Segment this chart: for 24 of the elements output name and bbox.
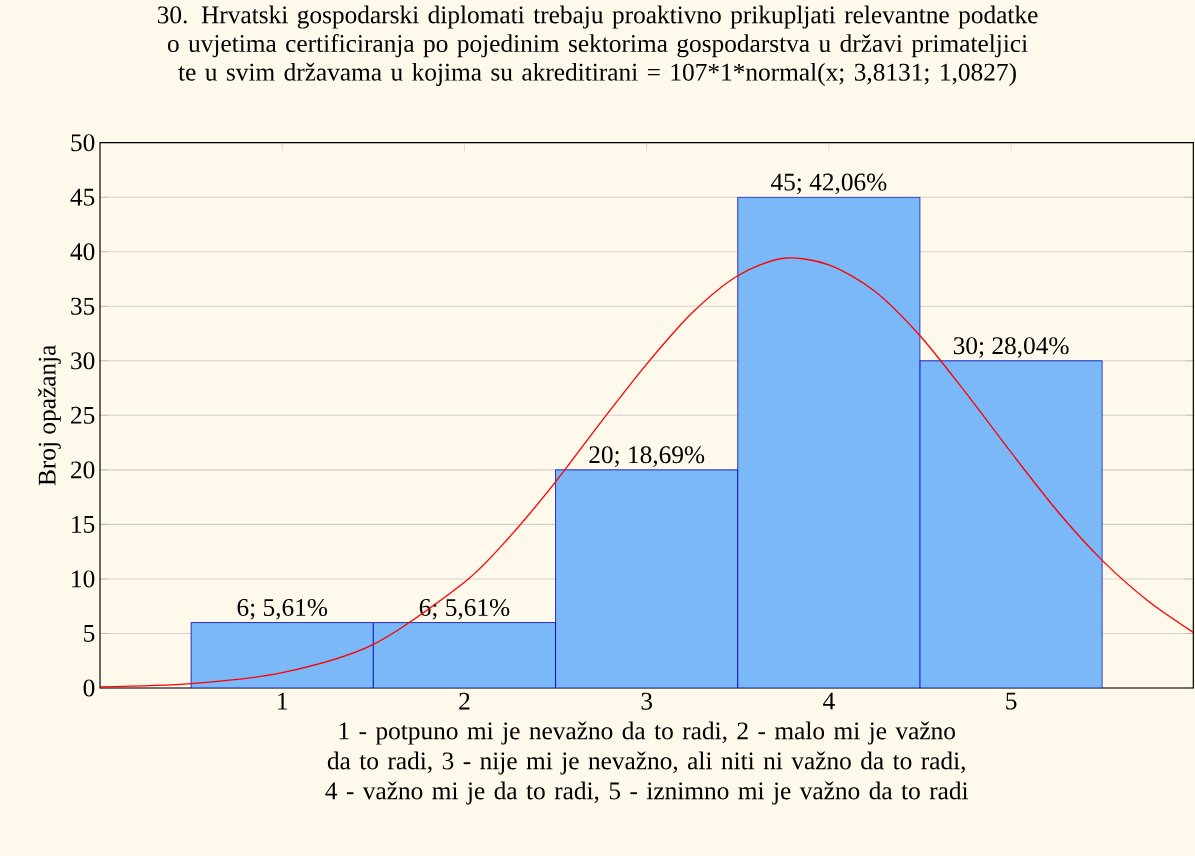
y-tick-label: 50	[71, 134, 95, 152]
data-label: 6; 5,61%	[237, 598, 328, 620]
x-axis-title: 1 - potpuno mi je nevažno da to radi, 2 - malo mi je važno da to radi, 3 - nije mi je nevažno, ali niti ni važno da to radi, 4 - važno mi je da to radi, 5 - iznimno mi je važno da to radi	[325, 721, 969, 805]
x-tick-label: 5	[1006, 692, 1017, 710]
y-tick-label: 10	[72, 570, 95, 588]
x-tick-label: 2	[459, 692, 470, 710]
x-tick-label: 1	[278, 692, 288, 710]
y-tick-label: 45	[70, 188, 95, 206]
y-tick-label: 40	[70, 243, 95, 261]
y-tick-label: 35	[71, 297, 95, 315]
chart-title: 30. Hrvatski gospodarski diplomati trebaju proaktivno prikupljati relevantne podatke o uvjetima certificiranja po pojedinim sektorima gospodarstva u državi primateljici te u svim državama u kojima su akreditirani = 107*1*normal(x; 3,8131; 1,0827)	[157, 5, 1038, 86]
data-label: 45; 42,06%	[770, 173, 887, 195]
y-tick-label: 15	[72, 515, 95, 533]
y-tick-label: 5	[84, 625, 95, 642]
y-tick-label: 30	[71, 352, 95, 370]
line-series	[100, 257, 1194, 688]
x-tick-label: 3	[641, 692, 652, 710]
x-tick-label: 4	[823, 692, 835, 710]
data-label: 20; 18,69%	[589, 446, 705, 467]
y-tick-label: 25	[71, 406, 95, 424]
y-axis-title: Broj opažanja	[37, 344, 61, 486]
y-tick-label: 20	[71, 461, 95, 479]
data-label: 30; 28,04%	[953, 337, 1069, 358]
y-tick-label: 0	[83, 679, 95, 697]
